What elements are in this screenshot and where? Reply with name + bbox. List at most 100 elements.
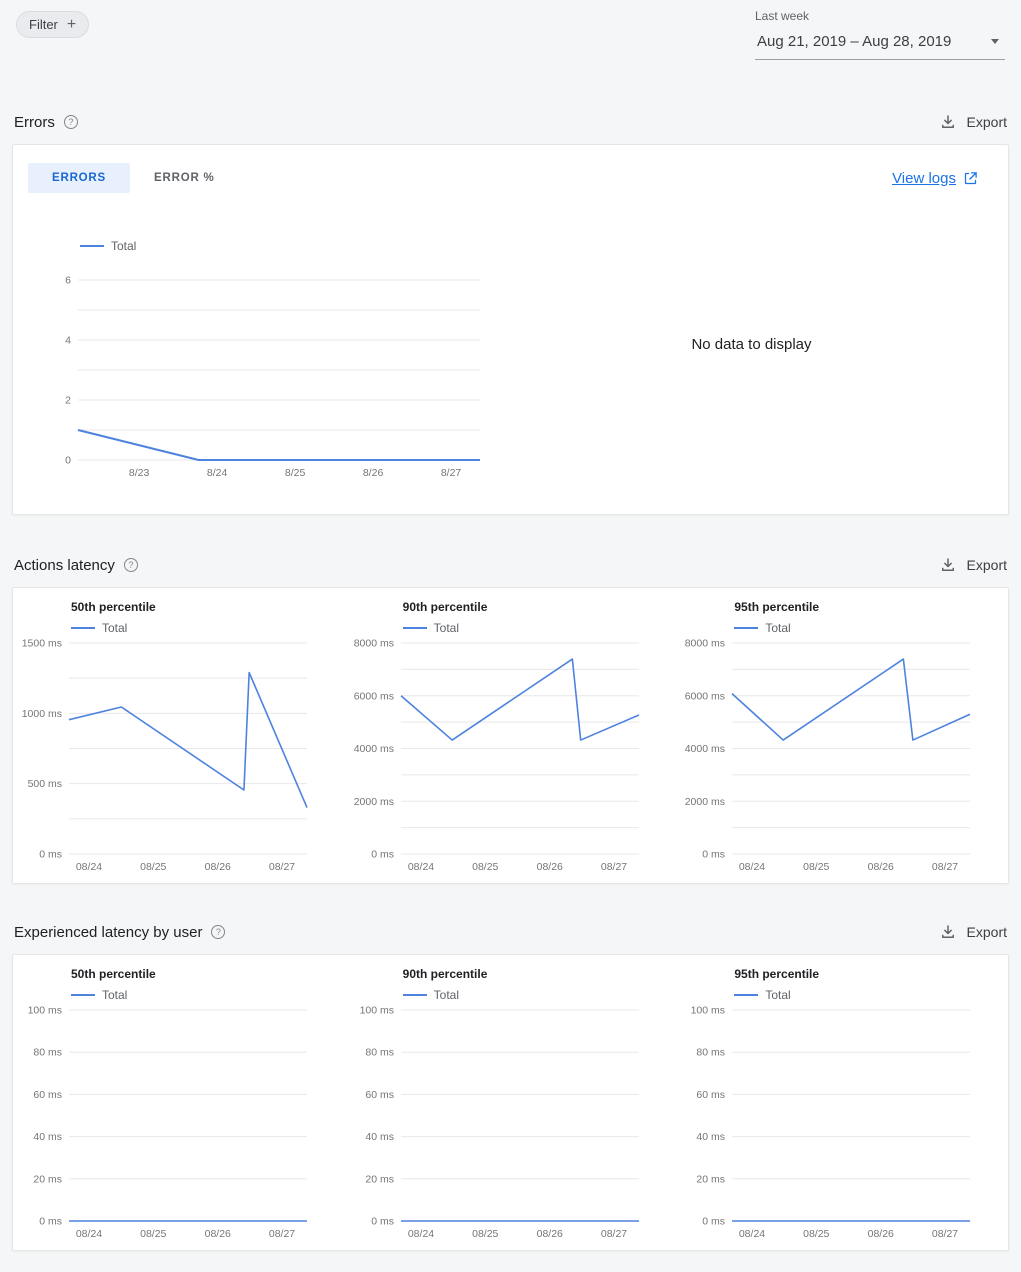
svg-text:100 ms: 100 ms — [359, 1005, 393, 1017]
add-filter-icon: + — [66, 15, 77, 33]
chart-legend: Total — [80, 239, 495, 253]
actions-latency-p50-plot: 0 ms 500 ms 1000 ms 1500 ms 08/24 08/25 08/26 0… — [13, 635, 345, 875]
export-button[interactable]: Export — [939, 556, 1007, 574]
download-icon — [941, 558, 954, 571]
errors-section-title: Errors ? — [14, 114, 78, 131]
section-title-text: Actions latency — [14, 556, 115, 574]
errors-body: Total 0 2 4 6 8/23 8/24 8/25 8/26 8/27 No data t… — [13, 193, 1008, 514]
svg-text:2000 ms: 2000 ms — [353, 796, 393, 808]
experienced-latency-section-title: Experienced latency by user ? — [14, 923, 226, 941]
chart-header: 90th percentile Total — [402, 967, 677, 1002]
filter-label: Filter — [29, 17, 58, 32]
filter-button[interactable]: Filter + — [16, 11, 90, 38]
download-icon — [941, 115, 954, 128]
svg-text:8/25: 8/25 — [285, 467, 306, 479]
view-logs-link[interactable]: View logs — [892, 170, 978, 187]
svg-text:6000 ms: 6000 ms — [353, 690, 393, 702]
chart-header: 95th percentile Total — [734, 967, 1008, 1002]
tab-errors[interactable]: ERRORS — [28, 163, 131, 193]
svg-text:4000 ms: 4000 ms — [685, 743, 725, 755]
view-logs-label: View logs — [892, 169, 956, 187]
help-icon[interactable]: ? — [63, 115, 78, 129]
svg-text:40 ms: 40 ms — [33, 1131, 62, 1143]
svg-text:4000 ms: 4000 ms — [353, 743, 393, 755]
svg-text:6: 6 — [65, 275, 71, 287]
svg-text:08/24: 08/24 — [739, 1228, 765, 1240]
svg-text:08/25: 08/25 — [140, 1228, 166, 1240]
export-button[interactable]: Export — [939, 113, 1007, 131]
svg-text:20 ms: 20 ms — [33, 1173, 62, 1185]
chart-header: 50th percentile Total — [71, 967, 345, 1002]
svg-text:8/23: 8/23 — [129, 467, 150, 479]
svg-text:08/27: 08/27 — [932, 861, 958, 873]
chart-legend: Total — [402, 988, 677, 1002]
svg-text:08/25: 08/25 — [140, 861, 166, 873]
errors-plot: 0 2 4 6 8/23 8/24 8/25 8/26 8/27 — [25, 266, 495, 480]
export-label: Export — [966, 114, 1007, 130]
svg-text:08/26: 08/26 — [868, 861, 894, 873]
date-range-select[interactable]: Aug 21, 2019 – Aug 28, 2019 — [755, 33, 1005, 60]
chart-experienced-latency-p50: 50th percentile Total 0 ms 20 ms 40 ms 60 m… — [13, 967, 345, 1242]
errors-card: ERRORS ERROR % View logs Total 0 2 4 6 8/23 8… — [12, 144, 1009, 515]
svg-text:08/27: 08/27 — [601, 1228, 627, 1240]
legend-line-icon — [734, 627, 759, 629]
export-button[interactable]: Export — [939, 923, 1007, 941]
svg-text:08/27: 08/27 — [932, 1228, 958, 1240]
svg-text:08/26: 08/26 — [868, 1228, 894, 1240]
chart-legend: Total — [402, 621, 677, 635]
actions-latency-section-title: Actions latency ? — [14, 557, 138, 574]
legend-line-icon — [71, 994, 95, 996]
download-icon — [941, 925, 954, 938]
open-in-new-icon — [964, 171, 977, 184]
date-range-picker: Last week Aug 21, 2019 – Aug 28, 2019 — [755, 9, 1005, 60]
svg-text:08/25: 08/25 — [472, 1228, 498, 1240]
svg-text:100 ms: 100 ms — [691, 1005, 725, 1017]
legend-label: Total — [111, 239, 137, 253]
svg-text:08/24: 08/24 — [76, 861, 102, 873]
svg-text:20 ms: 20 ms — [365, 1173, 394, 1185]
svg-text:08/24: 08/24 — [408, 861, 434, 873]
svg-text:2: 2 — [65, 395, 71, 407]
svg-text:08/26: 08/26 — [205, 861, 231, 873]
svg-text:80 ms: 80 ms — [697, 1047, 726, 1059]
no-data-message: No data to display — [691, 336, 812, 353]
help-icon[interactable]: ? — [211, 925, 226, 939]
legend-label: Total — [433, 621, 460, 635]
svg-text:08/24: 08/24 — [739, 861, 765, 873]
help-icon[interactable]: ? — [123, 558, 138, 572]
date-range-preset-label: Last week — [755, 9, 810, 23]
section-title-text: Experienced latency by user — [14, 923, 203, 941]
svg-text:0 ms: 0 ms — [39, 849, 62, 861]
svg-text:20 ms: 20 ms — [697, 1173, 726, 1185]
legend-line-icon — [71, 627, 95, 629]
chart-title: 50th percentile — [71, 967, 156, 981]
svg-text:80 ms: 80 ms — [365, 1047, 394, 1059]
svg-text:08/27: 08/27 — [269, 861, 295, 873]
chart-experienced-latency-p95: 95th percentile Total 0 ms 20 ms 40 ms 60 m… — [676, 967, 1008, 1242]
legend-line-icon — [402, 627, 427, 629]
experienced-latency-p95-plot: 0 ms 20 ms 40 ms 60 ms 80 ms 100 ms 08/24 08/25… — [676, 1002, 1008, 1242]
chart-legend: Total — [734, 621, 1008, 635]
errors-chart: Total 0 2 4 6 8/23 8/24 8/25 8/26 8/27 — [25, 239, 495, 480]
dropdown-arrow-icon — [991, 39, 999, 44]
svg-text:08/25: 08/25 — [803, 861, 829, 873]
svg-text:08/26: 08/26 — [205, 1228, 231, 1240]
errors-tabs: ERRORS ERROR % View logs — [13, 145, 1008, 193]
svg-text:40 ms: 40 ms — [365, 1131, 394, 1143]
tab-error-percent[interactable]: ERROR % — [154, 172, 215, 184]
chart-title: 90th percentile — [402, 967, 488, 981]
section-title-text: Errors — [14, 113, 55, 131]
legend-line-icon — [402, 994, 427, 996]
svg-text:8/26: 8/26 — [363, 467, 384, 479]
experienced-latency-card: 50th percentile Total 0 ms 20 ms 40 ms 60 m… — [12, 954, 1009, 1251]
svg-text:0 ms: 0 ms — [371, 849, 394, 861]
chart-legend: Total — [71, 621, 345, 635]
svg-text:8/27: 8/27 — [441, 467, 462, 479]
chart-actions-latency-p90: 90th percentile Total 0 ms 2000 ms 4000 ms… — [345, 600, 677, 875]
actions-latency-section-header: Actions latency ? Export — [14, 555, 1007, 575]
svg-text:08/26: 08/26 — [536, 861, 562, 873]
actions-latency-p95-plot: 0 ms 2000 ms 4000 ms 6000 ms 8000 ms 08/24 08/… — [676, 635, 1008, 875]
chart-legend: Total — [71, 988, 345, 1002]
chart-header: 50th percentile Total — [71, 600, 345, 635]
svg-text:08/27: 08/27 — [601, 861, 627, 873]
